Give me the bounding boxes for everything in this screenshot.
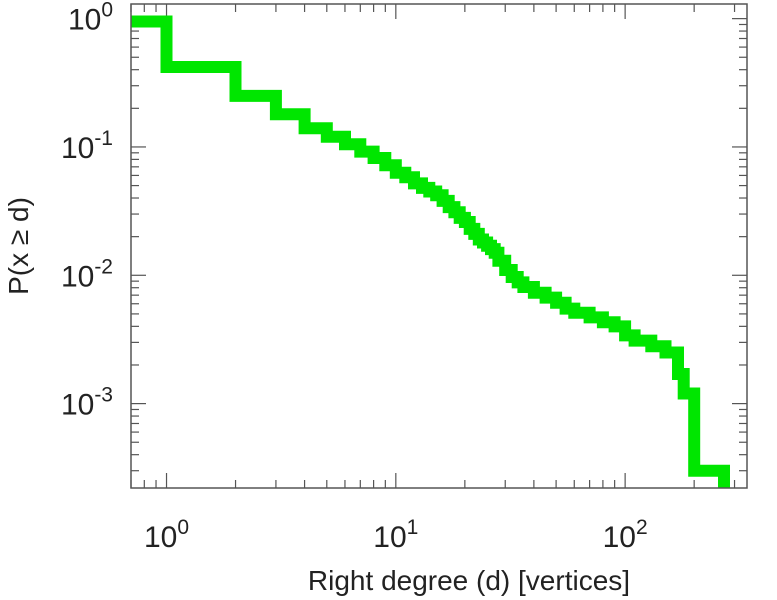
series-layer bbox=[131, 15, 730, 488]
y-axis-label: P(x ≥ d) bbox=[3, 197, 34, 295]
x-tick-label: 102 bbox=[603, 516, 648, 554]
y-tick-label: 10-2 bbox=[61, 255, 113, 293]
x-axis-label: Right degree (d) [vertices] bbox=[308, 565, 630, 596]
plot-frame bbox=[130, 3, 748, 489]
x-tick-label: 100 bbox=[144, 516, 189, 554]
y-tick-labels: 100 10-1 10-2 10-3 bbox=[61, 0, 113, 422]
series-line bbox=[131, 15, 730, 488]
y-tick-label: 100 bbox=[68, 0, 113, 37]
tick-marks bbox=[130, 4, 747, 488]
y-tick-label: 10-3 bbox=[61, 384, 113, 422]
y-tick-label: 10-1 bbox=[61, 127, 113, 165]
x-tick-label: 101 bbox=[373, 516, 418, 554]
x-tick-labels: 100 101 102 bbox=[144, 516, 648, 554]
